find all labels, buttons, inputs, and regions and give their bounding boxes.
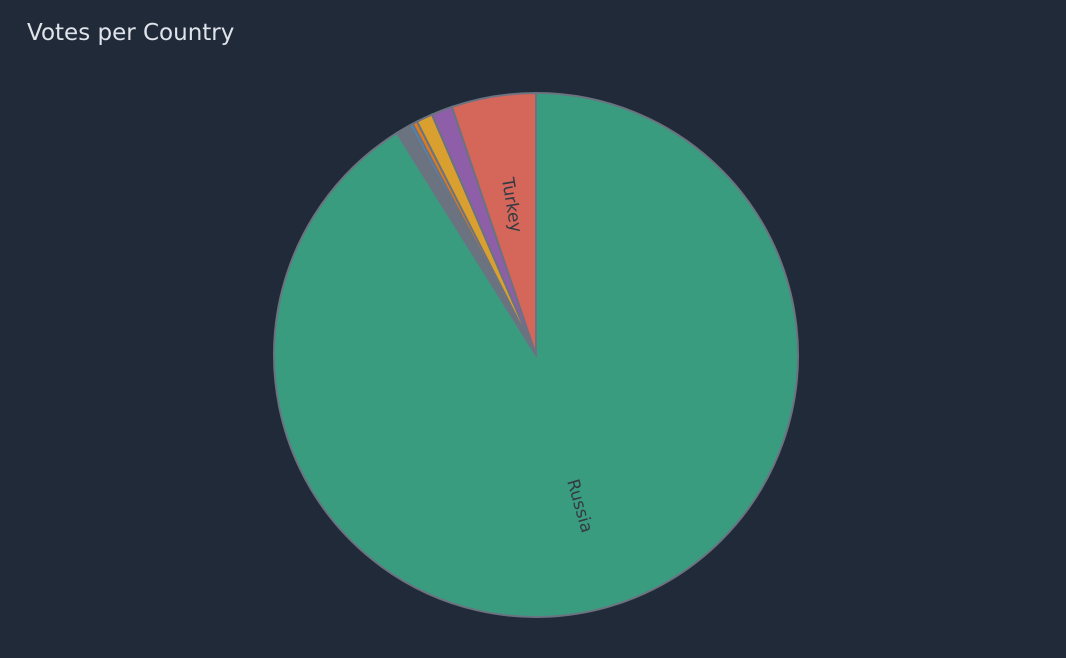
pie-slice-turkey[interactable]: [450, 91, 537, 356]
panel-title: Votes per Country: [27, 20, 235, 46]
pie-slice-russia[interactable]: [273, 91, 799, 618]
